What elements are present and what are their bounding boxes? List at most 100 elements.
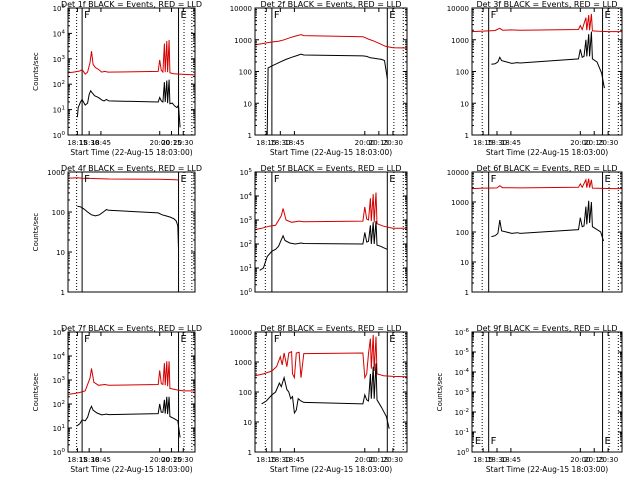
y-tick-base: 10 [53,56,62,64]
y-tick-label: 10 [243,419,252,427]
flag-marker-label: E [181,174,187,185]
chart-panel-5: Det 5f BLACK = Events, RED = LLD10010110… [240,164,408,297]
y-tick-base: 10 [53,329,62,337]
y-tick-exponent: 0 [62,131,66,137]
y-axis-label: Counts/sec [436,373,444,412]
flag-marker-label: F [84,334,90,345]
x-tick-label: 20:30 [383,139,403,147]
y-tick-base: 10 [455,329,464,337]
y-tick-exponent: 3 [249,216,253,222]
x-axis-label: Start Time (22-Aug-15 18:03:00) [270,465,392,474]
y-tick-base: 10 [240,169,249,177]
y-tick-label: 10000 [447,169,469,177]
y-tick-label: 101 [53,106,65,115]
y-tick-label: 100 [52,209,65,217]
lld-series-line [67,177,179,181]
y-tick-exponent: -2 [464,408,469,414]
y-tick-base: 10 [240,289,249,297]
x-tick-label: 20:15 [161,456,181,464]
y-tick-exponent: 5 [249,168,253,174]
y-tick-label: 1000 [234,359,252,367]
x-tick-label: 20:30 [598,139,618,147]
y-tick-exponent: 3 [62,376,66,382]
x-tick-label: 18:15 [67,456,87,464]
y-tick-label: 1 [61,289,65,297]
x-tick-label: 18:45 [284,456,304,464]
y-tick-label: 10-4 [455,368,470,377]
y-tick-base: 10 [455,389,464,397]
y-tick-base: 10 [457,449,466,457]
chart-panel-1: Det 1f BLACK = Events, RED = LLD10010110… [32,0,202,157]
y-tick-base: 10 [240,193,249,201]
x-tick-label: 18:45 [284,139,304,147]
events-series-line [259,221,388,271]
y-tick-exponent: -1 [464,428,469,434]
y-tick-exponent: -6 [464,328,470,334]
y-tick-label: 101 [240,264,252,273]
y-tick-base: 10 [53,30,62,38]
x-tick-label: 18:30 [270,456,290,464]
x-tick-label: 18:45 [91,139,111,147]
lld-series-line [254,34,408,49]
y-tick-base: 10 [53,5,62,13]
x-tick-label: 20:00 [570,456,590,464]
x-tick-label: 20:15 [584,139,604,147]
chart-panel-8: Det 8f BLACK = Events, RED = LLD 1 10 100 10… [230,324,408,474]
chart-title: Det 8f BLACK = Events, RED = LLD [260,324,401,333]
chart-title: Det 7f BLACK = Events, RED = LLD [61,324,202,333]
events-series-line [76,79,181,128]
y-tick-exponent: 1 [62,106,66,112]
x-tick-label: 18:30 [79,456,99,464]
chart-panel-2: Det 2f BLACK = Events, RED = LLD 1 10 100 10… [230,0,408,157]
x-tick-label: 20:00 [150,139,170,147]
y-tick-base: 10 [53,377,62,385]
y-axis-label: Counts/sec [32,213,40,252]
flag-marker-label: F [491,436,497,447]
x-axis-label: Start Time (22-Aug-15 18:03:00) [486,465,608,474]
flag-marker-label: F [491,174,497,185]
y-tick-exponent: 1 [62,424,66,430]
y-tick-base: 10 [455,369,464,377]
chart-panel-9: Det 9f BLACK = Events, RED = LLD10010-11… [436,324,623,474]
y-tick-label: 100 [456,69,469,77]
events-series-line [76,396,181,438]
y-tick-label: 1000 [451,199,469,207]
chart-panel-3: Det 3f BLACK = Events, RED = LLD 1 10 100 10… [447,0,623,157]
flag-marker-label: F [274,174,280,185]
y-tick-base: 10 [53,401,62,409]
flag-marker-label: F [274,334,280,345]
flag-marker-label: E [181,10,187,21]
plot-frame [254,171,408,293]
chart-panel-4: Det 4f BLACK = Events, RED = LLD 1 10 100 10… [32,164,202,297]
x-axis-label: Start Time (22-Aug-15 18:03:00) [486,148,608,157]
y-tick-label: 10-6 [455,328,470,337]
y-tick-label: 1 [465,132,469,140]
y-tick-label: 10000 [230,5,252,13]
y-tick-label: 10-5 [455,348,470,357]
y-tick-label: 104 [240,192,253,201]
x-tick-label: 18:30 [487,139,507,147]
x-tick-label: 18:15 [67,139,87,147]
x-tick-label: 20:00 [355,139,375,147]
y-tick-label: 103 [53,376,66,385]
flag-marker-label: E [605,174,611,185]
chart-title: Det 2f BLACK = Events, RED = LLD [260,0,401,9]
y-axis-label: Counts/sec [32,373,40,412]
lld-series-line [471,13,622,33]
y-tick-label: 1000 [47,169,65,177]
chart-title: Det 9f BLACK = Events, RED = LLD [476,324,617,333]
y-tick-base: 10 [53,449,62,457]
y-tick-label: 103 [240,216,253,225]
x-tick-label: 20:15 [161,139,181,147]
chart-panel-7: Det 7f BLACK = Events, RED = LLD10010110… [32,324,202,474]
x-tick-label: 18:30 [270,139,290,147]
y-tick-label: 100 [457,448,470,457]
x-axis-label: Start Time (22-Aug-15 18:03:00) [270,148,392,157]
x-tick-label: 18:15 [473,456,493,464]
y-tick-exponent: 2 [249,240,253,246]
events-series-line [266,53,388,136]
chart-title: Det 6f BLACK = Events, RED = LLD [476,164,617,173]
flag-marker-label: E [605,436,611,447]
x-tick-label: 20:30 [598,456,618,464]
x-tick-label: 18:15 [473,139,493,147]
